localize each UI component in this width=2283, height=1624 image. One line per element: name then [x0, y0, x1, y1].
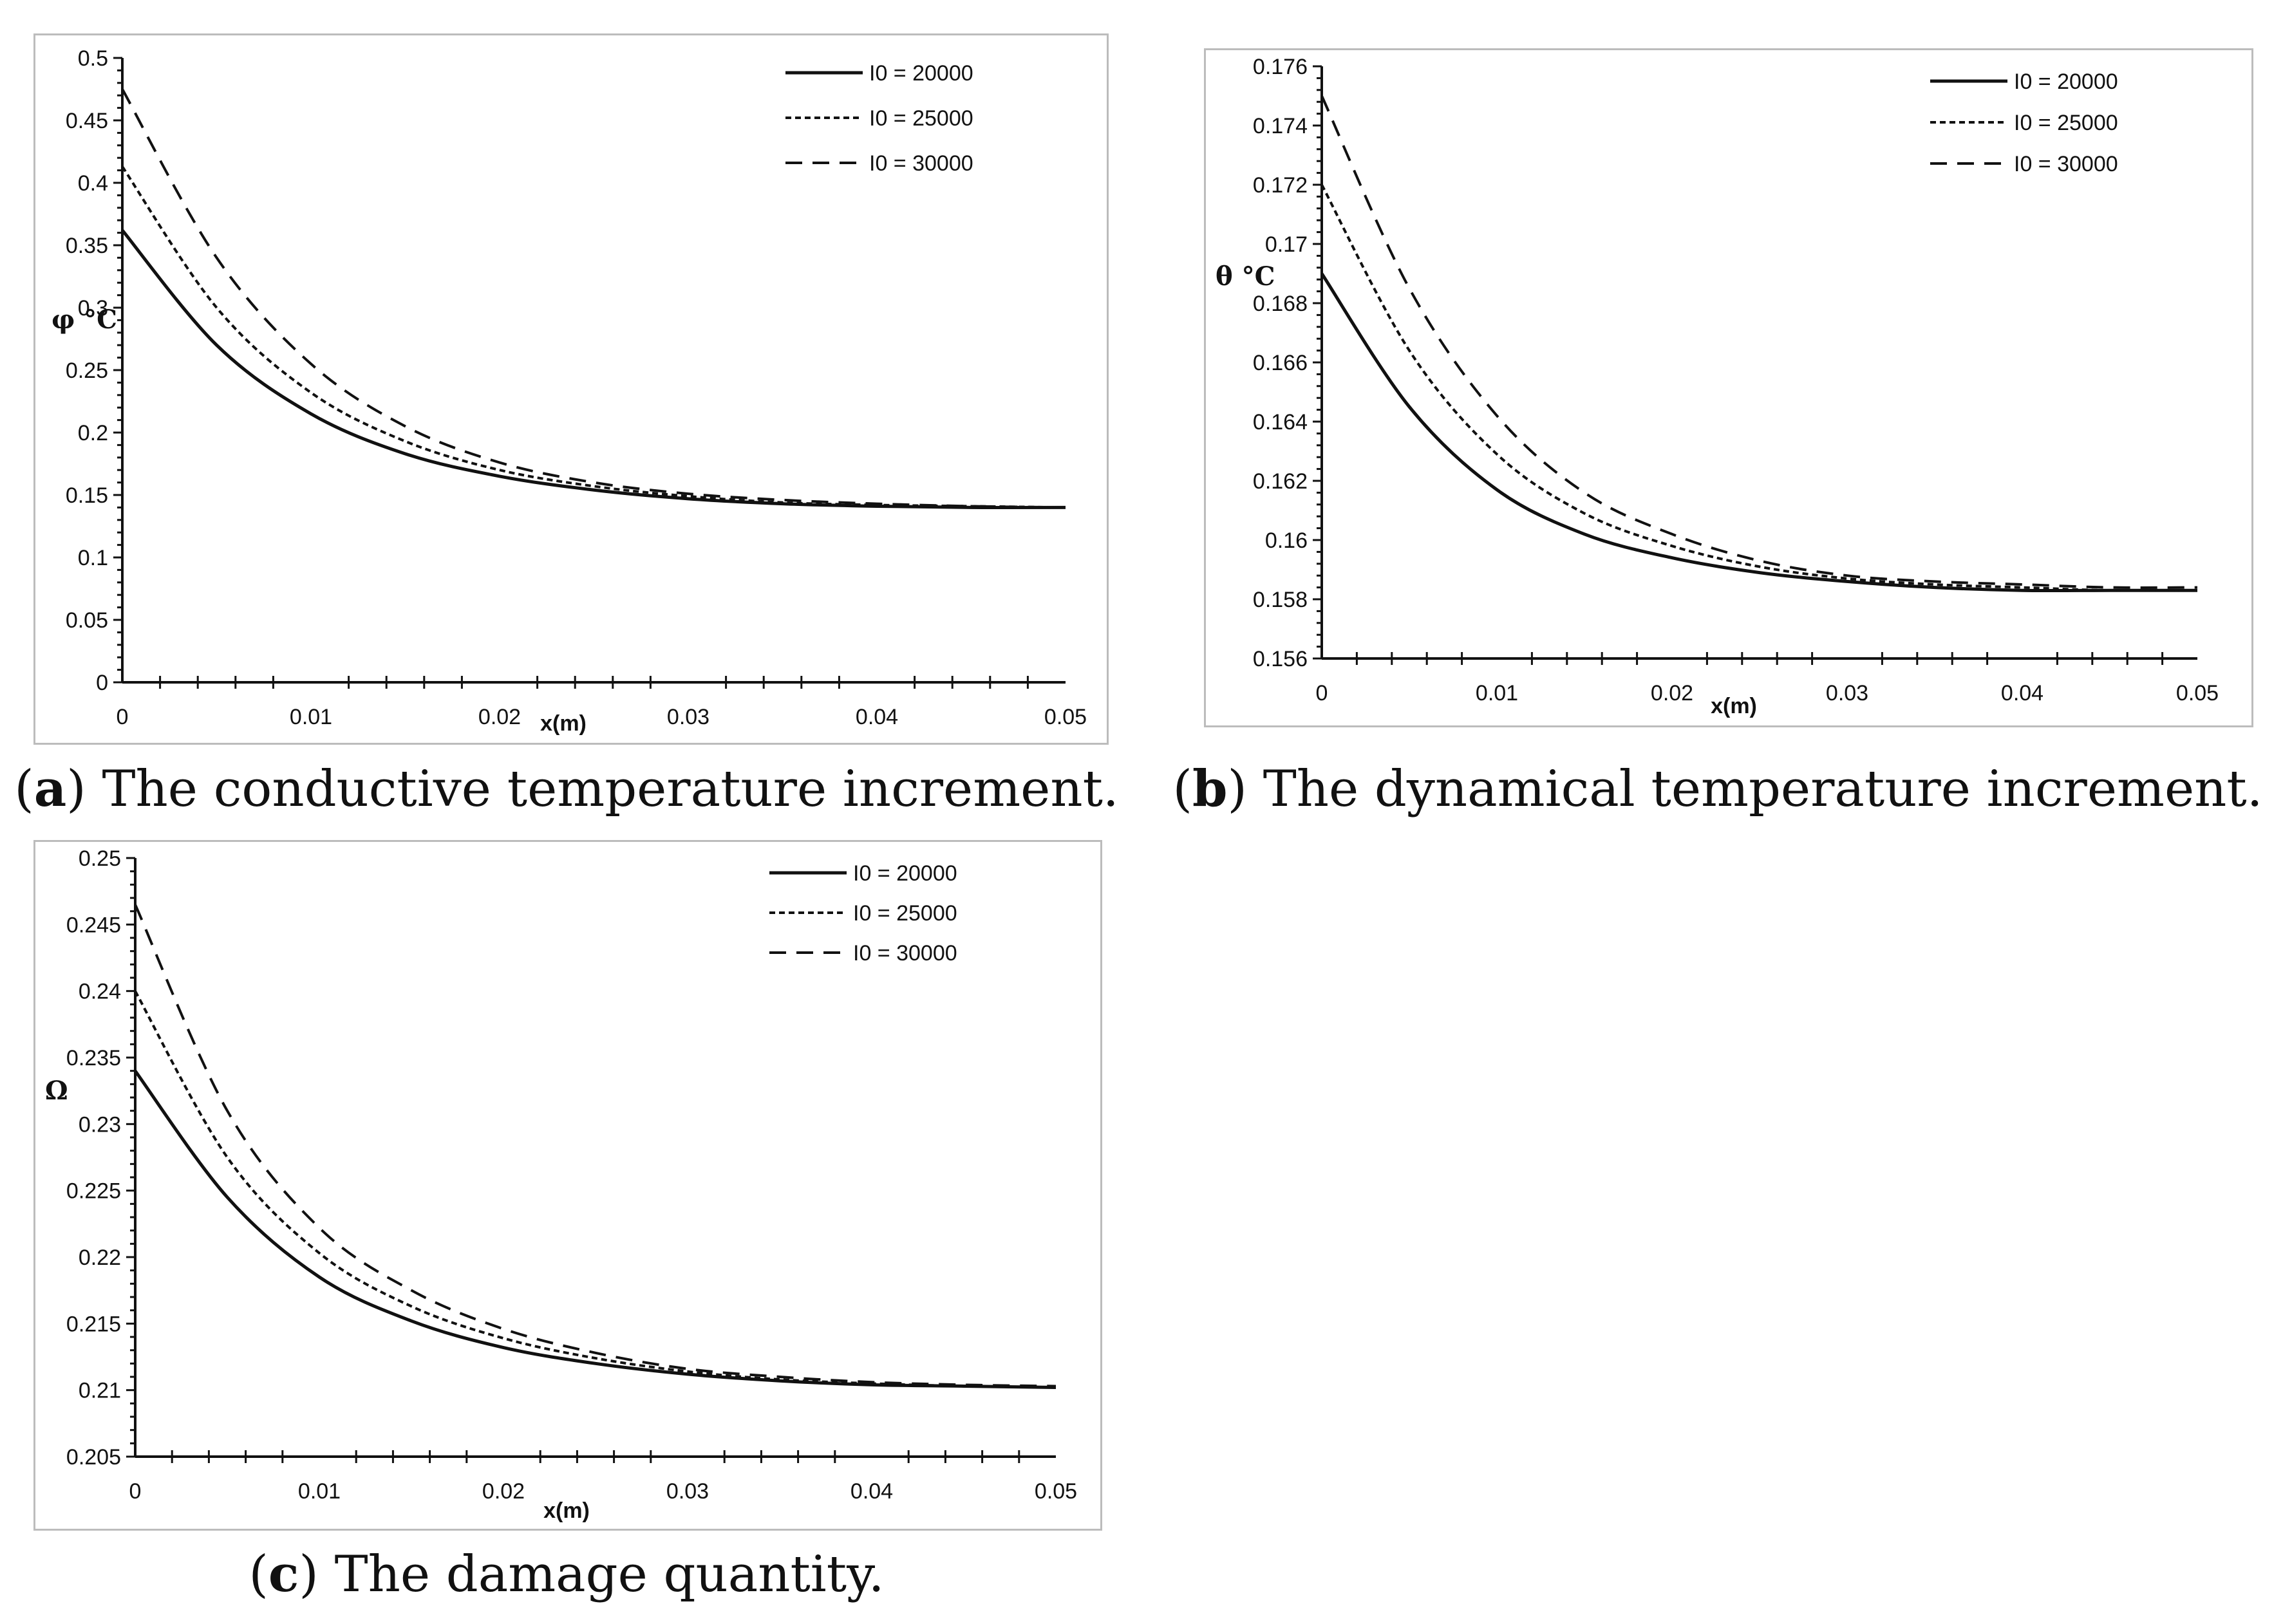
chart-b-x-tick-label: 0.03: [1826, 681, 1868, 705]
chart-c-legend-label-1: I0 = 20000: [853, 861, 957, 886]
chart-a-y-tick-label: 0.25: [66, 359, 108, 383]
chart-panel-c: 0.205 0.21 0.215 0.22 0.225 0.23 0.235 0.24 0.24…: [0, 837, 1133, 1624]
chart-c-series-line-1: [133, 1070, 1057, 1390]
chart-b-series-line-1: [1320, 272, 2197, 593]
chart-frame-a: 0 0.05 0.1 0.15 0.2 0.25 0.3 0.35 0.4 0.45 0.5 0 0.0…: [33, 33, 1109, 745]
chart-c-y-tick-label: 0.24: [79, 980, 121, 1004]
chart-frame-c: 0.205 0.21 0.215 0.22 0.225 0.23 0.235 0.24 0.24…: [33, 840, 1102, 1531]
chart-c-series-line-3: [134, 904, 1057, 1388]
chart-b-y-tick-label: 0.166: [1253, 351, 1308, 375]
chart-a-series-line-1: [121, 229, 1066, 510]
chart-b-y-tick-label: 0.168: [1253, 292, 1308, 316]
chart-a-x-tick-label: 0.01: [290, 705, 332, 729]
chart-c-y-tick-label: 0.21: [79, 1379, 121, 1403]
chart-a-y-tick-label: 0.05: [66, 608, 108, 633]
chart-b-x-tick-label: 0.01: [1476, 681, 1518, 705]
chart-b-y-tick-label: 0.176: [1253, 55, 1308, 79]
chart-svg-c: 0.205 0.21 0.215 0.22 0.225 0.23 0.235 0.24 0.24…: [45, 846, 1077, 1523]
chart-c-legend-label-3: I0 = 30000: [853, 941, 957, 966]
chart-c-legend-label-2: I0 = 25000: [853, 901, 957, 926]
chart-b-y-tick-label: 0.162: [1253, 469, 1308, 494]
chart-a-y-tick-label: 0.1: [78, 546, 108, 570]
chart-c-x-tick-label: 0.02: [482, 1479, 525, 1504]
chart-panel-a: 0 0.05 0.1 0.15 0.2 0.25 0.3 0.35 0.4 0.45 0.5 0 0.0…: [0, 0, 1133, 837]
chart-a-legend-label-2: I0 = 25000: [869, 106, 973, 131]
chart-b-x-tick-label: 0.05: [2176, 681, 2219, 705]
chart-b-y-tick-label: 0.172: [1253, 173, 1308, 198]
chart-svg-a: 0 0.05 0.1 0.15 0.2 0.25 0.3 0.35 0.4 0.45 0.5 0 0.0…: [52, 46, 1087, 736]
chart-a-x-tick-label: 0: [117, 705, 129, 729]
chart-frame-b: 0.156 0.158 0.16 0.162 0.164 0.166 0.168 0.17 0.…: [1204, 48, 2253, 727]
chart-c-y-tick-label: 0.25: [79, 846, 121, 871]
chart-c-x-tick-label: 0: [129, 1479, 142, 1504]
chart-a-y-tick-label: 0.35: [66, 234, 108, 258]
chart-b-y-tick-label: 0.164: [1253, 410, 1308, 434]
chart-b-x-tick-label: 0: [1316, 681, 1328, 705]
chart-b-y-axis-title: θ °C: [1216, 261, 1275, 292]
caption-b: (b) The dynamical temperature increment.: [1172, 760, 2263, 818]
chart-b-y-tick-label: 0.17: [1265, 232, 1308, 257]
chart-c-y-tick-label: 0.23: [79, 1112, 121, 1137]
chart-c-x-tick-label: 0.03: [666, 1479, 709, 1504]
chart-a-x-tick-label: 0.04: [856, 705, 898, 729]
chart-b-legend-label-1: I0 = 20000: [2014, 70, 2118, 94]
chart-c-y-tick-label: 0.225: [66, 1179, 121, 1204]
chart-b-x-tick-label: 0.04: [2001, 681, 2043, 705]
chart-c-x-tick-label: 0.04: [850, 1479, 893, 1504]
chart-c-series-line-2: [134, 990, 1057, 1389]
chart-b-x-tick-label: 0.02: [1651, 681, 1693, 705]
chart-b-x-axis-title: x(m): [1711, 694, 1757, 718]
chart-b-legend-label-3: I0 = 30000: [2014, 152, 2118, 176]
chart-panel-b: 0.156 0.158 0.16 0.162 0.164 0.166 0.168 0.17 0.…: [1152, 0, 2283, 837]
chart-c-x-axis-title: x(m): [543, 1498, 590, 1523]
chart-svg-b: 0.156 0.158 0.16 0.162 0.164 0.166 0.168 0.17 0.…: [1216, 55, 2219, 718]
chart-c-x-tick-label: 0.05: [1035, 1479, 1077, 1504]
chart-a-y-tick-label: 0: [96, 671, 108, 695]
chart-c-y-axis-title: Ω: [45, 1076, 68, 1106]
chart-c-y-tick-label: 0.205: [66, 1445, 121, 1470]
chart-b-legend-label-2: I0 = 25000: [2014, 111, 2118, 135]
chart-a-series-line-3: [121, 88, 1066, 509]
caption-a: (a) The conductive temperature increment…: [14, 760, 1119, 818]
chart-a-y-tick-label: 0.15: [66, 483, 108, 508]
chart-a-y-axis-title: φ °C: [52, 304, 117, 335]
chart-a-y-tick-label: 0.45: [66, 109, 108, 133]
caption-c: (c) The damage quantity.: [249, 1545, 885, 1603]
chart-b-series-line-3: [1320, 95, 2198, 589]
chart-a-y-tick-label: 0.5: [78, 46, 108, 71]
chart-c-y-tick-label: 0.22: [79, 1246, 121, 1270]
chart-b-y-tick-label: 0.16: [1265, 528, 1308, 553]
chart-a-y-tick-label: 0.4: [78, 171, 108, 196]
chart-a-series-line-2: [121, 165, 1066, 509]
chart-a-legend-label-1: I0 = 20000: [869, 61, 973, 86]
chart-b-y-tick-label: 0.156: [1253, 647, 1308, 671]
chart-a-y-tick-label: 0.2: [78, 421, 108, 445]
chart-c-y-tick-label: 0.235: [66, 1046, 121, 1070]
chart-b-series-line-2: [1320, 184, 2198, 592]
chart-a-x-tick-label: 0.03: [667, 705, 709, 729]
chart-b-y-tick-label: 0.174: [1253, 114, 1308, 138]
chart-c-x-tick-label: 0.01: [298, 1479, 341, 1504]
chart-a-legend-label-3: I0 = 30000: [869, 151, 973, 176]
chart-c-y-tick-label: 0.215: [66, 1312, 121, 1336]
chart-a-y-tick-label: 0.3: [78, 296, 108, 321]
chart-a-x-tick-label: 0.05: [1044, 705, 1087, 729]
chart-a-x-tick-label: 0.02: [478, 705, 521, 729]
chart-a-x-axis-title: x(m): [540, 711, 587, 736]
chart-b-y-tick-label: 0.158: [1253, 588, 1308, 612]
chart-c-y-tick-label: 0.245: [66, 913, 121, 937]
